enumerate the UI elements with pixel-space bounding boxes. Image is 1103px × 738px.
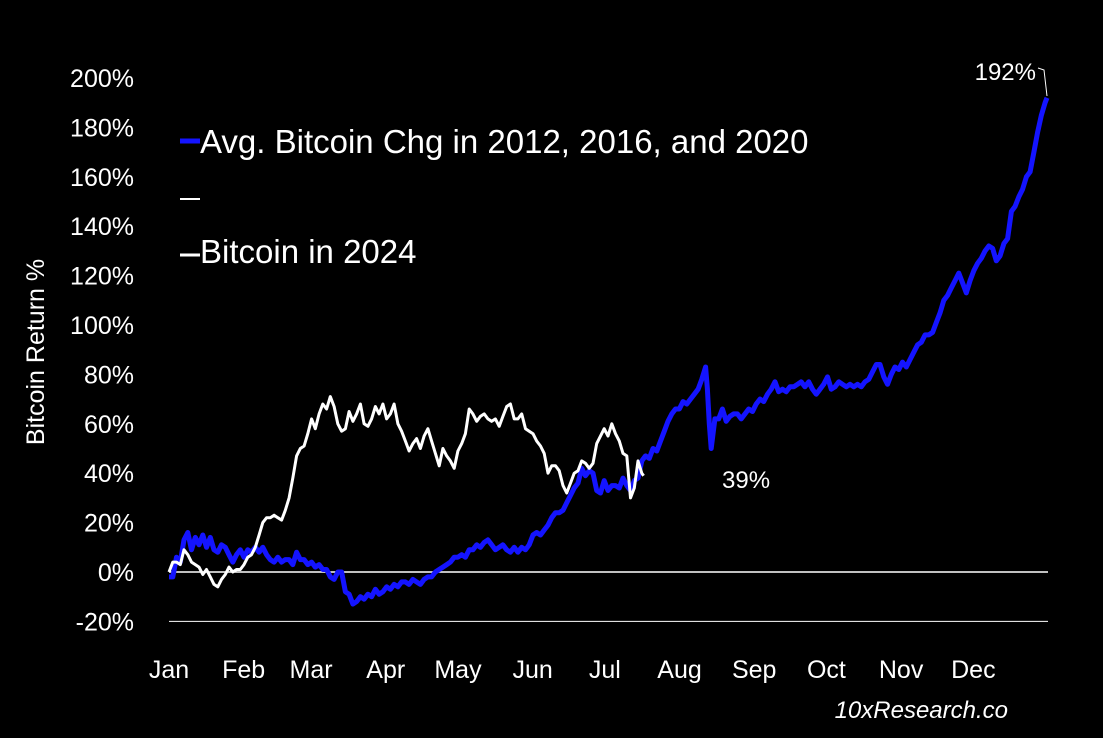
x-tick-label: Mar (290, 656, 333, 684)
y-tick-label: 80% (84, 361, 134, 389)
series-line-avg (169, 96, 1050, 607)
x-tick-label: Apr (366, 656, 405, 684)
y-tick-label: 140% (70, 213, 134, 241)
y-tick-label: 200% (70, 65, 134, 93)
x-tick-label: Oct (807, 656, 846, 684)
annotation-label-39: 39% (722, 467, 770, 494)
y-tick-label: 40% (84, 460, 134, 488)
x-tick-label: May (434, 656, 482, 684)
x-tick-label: Nov (879, 656, 924, 684)
x-tick-label: Jun (512, 656, 552, 684)
y-tick-label: 160% (70, 164, 134, 192)
annotation-leader-192 (1037, 67, 1048, 97)
x-tick-label: Jan (149, 656, 189, 684)
y-tick-label: 0% (98, 559, 134, 587)
x-tick-label: Feb (222, 656, 265, 684)
x-tick-label: Dec (951, 656, 995, 684)
y-axis-ticks: 200% 180% 160% 140% 120% 100% 80% 60% 40% 20% 0% -2… (70, 65, 134, 636)
series-layer (167, 96, 1050, 607)
y-tick-label: 180% (70, 114, 134, 142)
annotation-192: 192% (975, 59, 1048, 97)
y-tick-label: 100% (70, 312, 134, 340)
y-tick-label: 60% (84, 411, 134, 439)
legend-label-blue: Avg. Bitcoin Chg in 2012, 2016, and 2020 (200, 123, 809, 160)
legend-label-white: Bitcoin in 2024 (200, 233, 416, 270)
series-line-2024 (167, 395, 645, 589)
x-axis-ticks: Jan Feb Mar Apr May Jun Jul Aug Sep Oct Nov Dec (149, 656, 996, 684)
y-tick-label: 20% (84, 510, 134, 538)
legend: Avg. Bitcoin Chg in 2012, 2016, and 2020… (180, 123, 809, 270)
y-tick-label: 120% (70, 263, 134, 291)
y-axis-label: Bitcoin Return % (22, 259, 50, 445)
x-tick-label: Sep (732, 656, 776, 684)
source-credit: 10xResearch.co (835, 697, 1008, 724)
y-tick-label: -20% (76, 608, 134, 636)
x-tick-label: Jul (589, 656, 621, 684)
annotation-label-192: 192% (975, 59, 1036, 86)
x-tick-label: Aug (657, 656, 701, 684)
